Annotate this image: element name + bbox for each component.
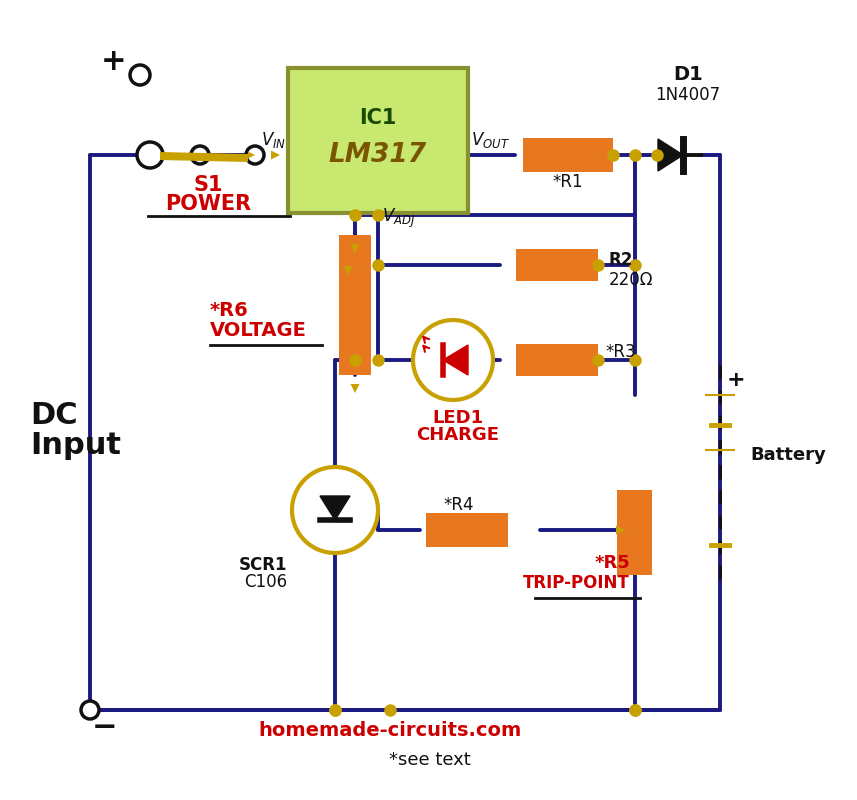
Text: POWER: POWER [165,194,251,214]
Text: TRIP-POINT: TRIP-POINT [524,574,630,591]
Text: S1: S1 [193,175,223,195]
Text: *see text: *see text [389,751,470,769]
Polygon shape [344,266,352,275]
Polygon shape [320,496,350,520]
Circle shape [246,146,264,164]
FancyBboxPatch shape [288,68,468,213]
Text: C106: C106 [244,573,287,591]
Text: R2: R2 [609,251,633,269]
Polygon shape [658,139,683,171]
Text: $V_{OUT}$: $V_{OUT}$ [471,130,510,150]
Bar [618,490,652,575]
Text: LM317: LM317 [329,142,427,169]
Text: Input: Input [30,430,121,459]
Text: 1N4007: 1N4007 [656,86,721,104]
Polygon shape [351,384,359,393]
Text: $V_{ADJ}$: $V_{ADJ}$ [382,207,416,230]
Text: DC: DC [30,401,78,430]
Text: *R3: *R3 [605,343,636,361]
Polygon shape [248,151,255,158]
Circle shape [191,146,209,164]
Polygon shape [351,244,359,253]
Text: CHARGE: CHARGE [417,426,500,444]
Text: VOLTAGE: VOLTAGE [210,321,307,339]
Text: +: + [727,370,746,390]
Text: *R1: *R1 [553,173,584,191]
Bar [516,344,598,376]
Polygon shape [443,345,468,375]
Bar [426,513,508,547]
Text: SCR1: SCR1 [238,556,287,574]
Polygon shape [160,152,248,162]
Text: IC1: IC1 [359,109,397,129]
Text: $V_{IN}$: $V_{IN}$ [261,130,286,150]
Polygon shape [271,150,280,159]
Text: −: − [93,714,117,742]
Circle shape [130,65,150,85]
Polygon shape [616,526,625,534]
Text: D1: D1 [673,66,703,85]
Text: LED1: LED1 [433,409,483,427]
Text: *R6: *R6 [210,301,249,319]
Circle shape [292,467,378,553]
Circle shape [137,142,163,168]
Text: *R4: *R4 [444,496,474,514]
Text: Battery: Battery [750,446,826,464]
Text: *R5: *R5 [594,554,630,571]
Text: homemade-circuits.com: homemade-circuits.com [258,721,522,739]
Bar [523,138,613,172]
Circle shape [81,701,99,719]
Text: 220Ω: 220Ω [609,271,654,289]
Bar [516,249,598,281]
Text: +: + [101,47,127,77]
Circle shape [413,320,493,400]
Bar [339,235,371,375]
